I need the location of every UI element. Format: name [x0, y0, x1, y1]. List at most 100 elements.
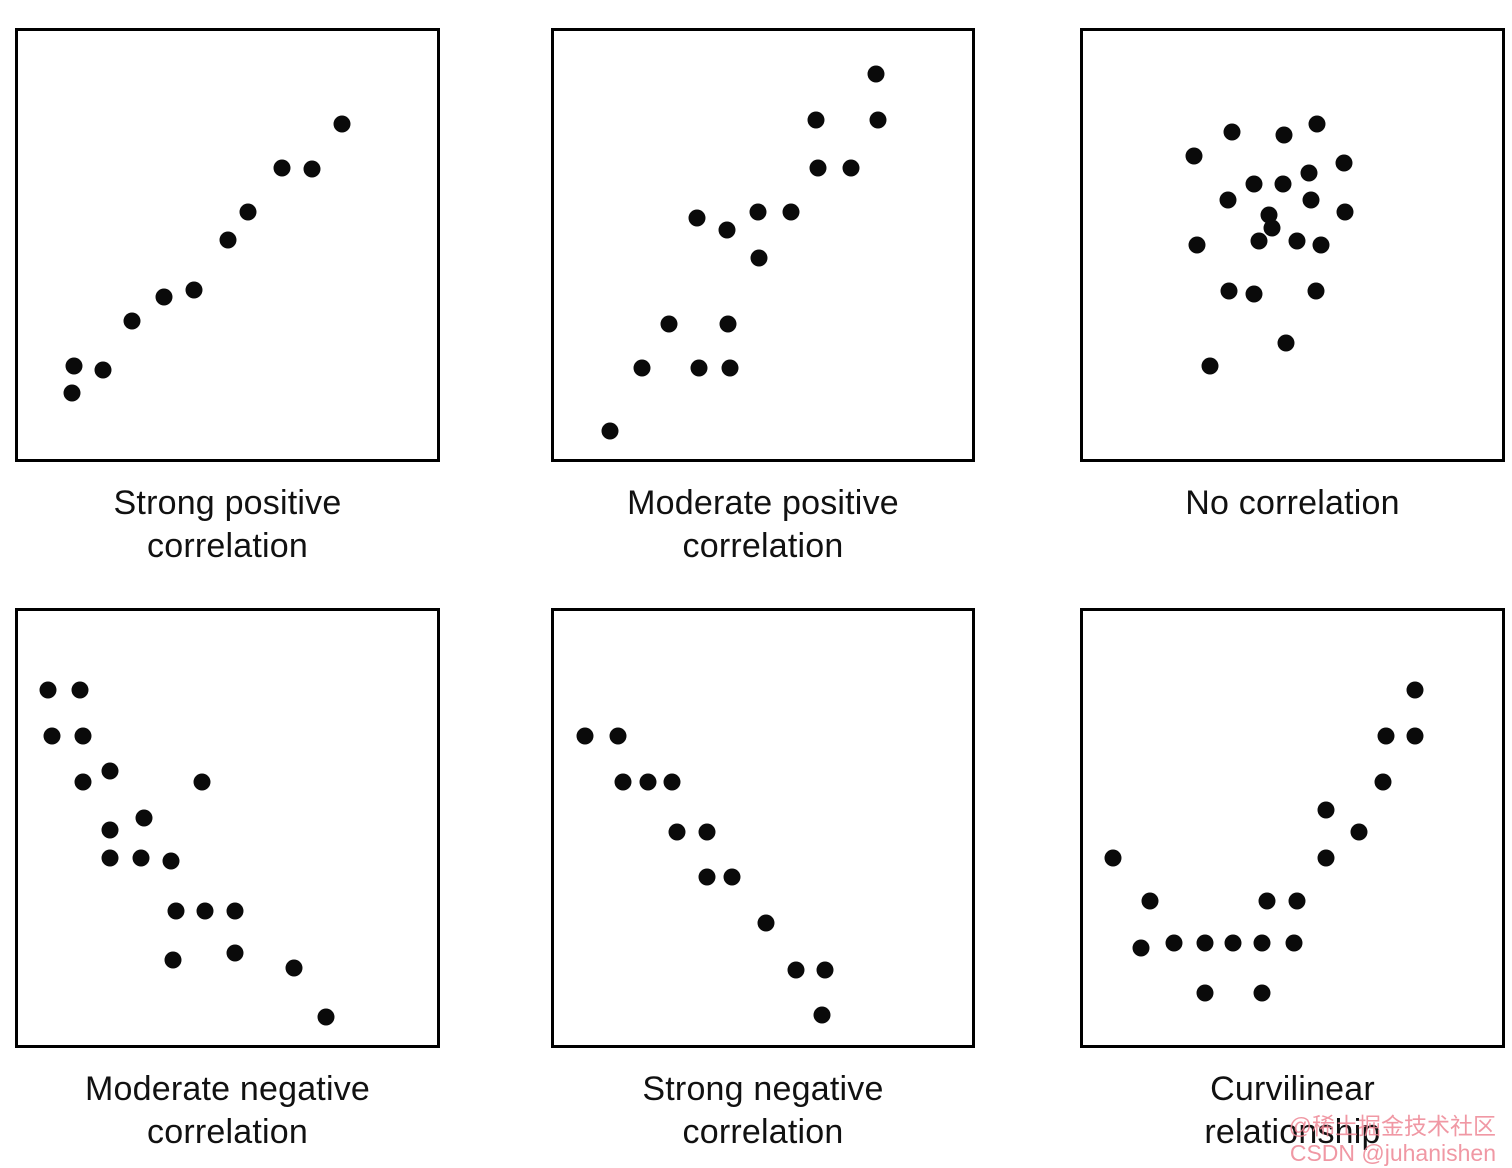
scatter-point [164, 951, 182, 969]
scatter-point [813, 1006, 831, 1024]
scatter-point [660, 315, 678, 333]
scatter-point [718, 221, 736, 239]
scatter-point [1185, 147, 1203, 165]
scatter-point [1308, 115, 1326, 133]
watermark: @稀土掘金技术社区 CSDN @juhanishen [1289, 1113, 1496, 1166]
scatter-point [1141, 892, 1159, 910]
scatter-point [333, 115, 351, 133]
scatter-point [1300, 164, 1318, 182]
scatter-point [807, 111, 825, 129]
scatter-point [787, 961, 805, 979]
caption-curvilinear: Curvilinear relationship [1204, 1070, 1381, 1151]
scatter-plot-no-correlation [1080, 28, 1505, 462]
scatter-point [43, 727, 61, 745]
scatter-point [1219, 191, 1237, 209]
scatter-point [65, 357, 83, 375]
scatter-point [1245, 285, 1263, 303]
scatter-point [1263, 219, 1281, 237]
scatter-point [698, 868, 716, 886]
scatter-point [688, 209, 706, 227]
scatter-point [749, 203, 767, 221]
scatter-point [94, 361, 112, 379]
scatter-point [757, 914, 775, 932]
scatter-point [1274, 175, 1292, 193]
scatter-point [1275, 126, 1293, 144]
scatter-point [1374, 773, 1392, 791]
scatter-point [239, 203, 257, 221]
scatter-point [226, 902, 244, 920]
scatter-point [1317, 801, 1335, 819]
scatter-point [721, 359, 739, 377]
scatter-point [842, 159, 860, 177]
scatter-point [609, 727, 627, 745]
panel-strong-positive-correlation: Strong positive correlation [15, 28, 440, 568]
scatter-point [162, 852, 180, 870]
scatter-point [723, 868, 741, 886]
scatter-plot-strong-negative [551, 608, 975, 1048]
scatter-point [1350, 823, 1368, 841]
scatter-point [1288, 232, 1306, 250]
scatter-point [226, 944, 244, 962]
scatter-point [601, 422, 619, 440]
scatter-plot-curvilinear [1080, 608, 1505, 1048]
scatter-point [1406, 681, 1424, 699]
scatter-point [1253, 984, 1271, 1002]
scatter-point [193, 773, 211, 791]
watermark-community-line: @稀土掘金技术社区 [1288, 1113, 1496, 1140]
scatter-point [639, 773, 657, 791]
caption-no-correlation: No correlation [1185, 484, 1400, 522]
panel-curvilinear-relationship: Curvilinear relationship [1080, 608, 1505, 1154]
scatter-point [690, 359, 708, 377]
scatter-point [1196, 934, 1214, 952]
scatter-point [869, 111, 887, 129]
scatter-point [698, 823, 716, 841]
scatter-point [1258, 892, 1276, 910]
scatter-point [39, 681, 57, 699]
scatter-plot-moderate-negative [15, 608, 440, 1048]
scatter-point [1224, 934, 1242, 952]
scatter-point [1245, 175, 1263, 193]
scatter-point [867, 65, 885, 83]
scatter-point [1317, 849, 1335, 866]
scatter-point [1288, 892, 1306, 910]
scatter-point [1165, 934, 1182, 952]
scatter-point [71, 681, 89, 699]
scatter-point [63, 384, 81, 402]
scatter-point [1253, 934, 1271, 952]
scatter-point [1277, 334, 1295, 352]
scatter-point [167, 902, 185, 920]
caption-moderate-negative: Moderate negative correlation [84, 1070, 371, 1151]
scatter-plot-moderate-positive [551, 28, 975, 462]
scatter-point [719, 315, 737, 333]
scatter-point [668, 823, 686, 841]
scatter-point [1132, 939, 1150, 957]
scatter-point [1285, 934, 1303, 952]
watermark-csdn-line: CSDN @juhanishen [1289, 1139, 1496, 1166]
scatter-point [1260, 206, 1278, 224]
scatter-point [273, 159, 291, 177]
scatter-point [782, 203, 800, 221]
scatter-point [1220, 282, 1238, 300]
scatter-point [196, 902, 214, 920]
scatter-point [1335, 154, 1353, 172]
scatter-point [1336, 203, 1354, 221]
scatter-point [816, 961, 834, 979]
caption-moderate-positive: Moderate positive correlation [627, 484, 899, 565]
scatter-point [101, 849, 119, 866]
scatter-point [1196, 984, 1214, 1002]
scatter-point [135, 809, 153, 827]
scatter-point [285, 959, 303, 977]
scatter-point [74, 773, 92, 791]
scatter-point [1201, 357, 1219, 375]
scatter-point [1406, 727, 1424, 745]
panel-moderate-positive-correlation: Moderate positive correlation [551, 28, 975, 568]
scatter-point [1223, 123, 1241, 141]
scatter-point [1377, 727, 1395, 745]
scatter-point [1250, 232, 1268, 250]
scatter-point [1104, 849, 1122, 866]
scatter-point [1188, 236, 1206, 254]
scatter-point [219, 231, 237, 249]
scatter-point [1307, 282, 1325, 300]
scatter-point [155, 288, 173, 306]
